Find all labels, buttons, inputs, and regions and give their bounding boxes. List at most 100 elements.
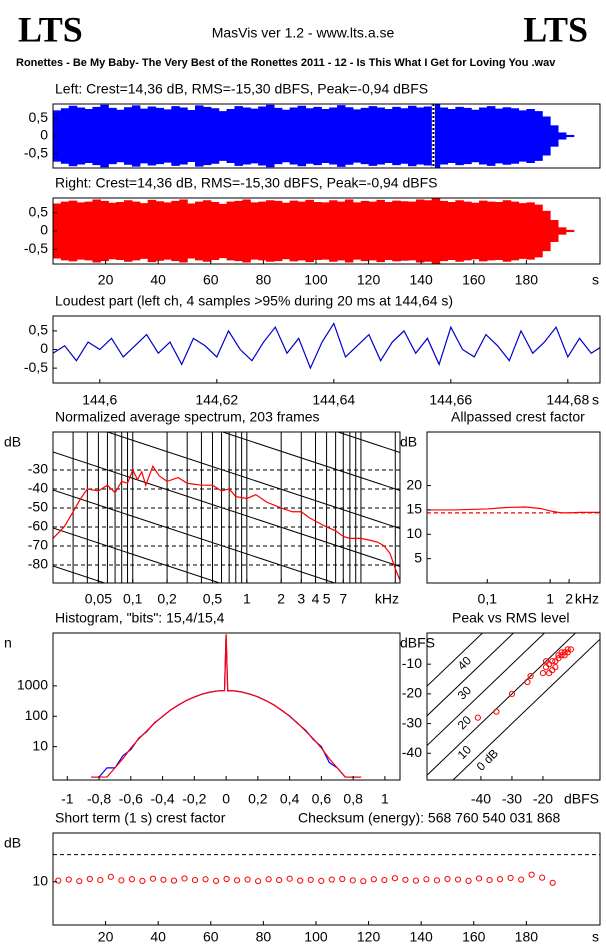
x-tick-label: 4 — [312, 591, 320, 607]
point — [549, 667, 556, 674]
point — [181, 875, 188, 882]
x-axis-unit: s — [592, 272, 599, 288]
point — [423, 876, 430, 883]
slope-line — [221, 432, 400, 491]
x-axis-unit: s — [592, 392, 599, 408]
x-tick-label: 0 — [222, 791, 230, 807]
annotation: Checksum (energy): 568 760 540 031 868 — [298, 810, 560, 826]
point — [170, 877, 178, 884]
point — [223, 875, 230, 883]
y-tick-label: 15 — [406, 501, 422, 517]
x-tick-label: -1 — [61, 791, 74, 807]
point — [527, 672, 534, 680]
point — [307, 876, 314, 883]
plot-frame — [52, 197, 601, 265]
crest-line-label: 0 dB — [474, 746, 501, 773]
y-tick-label: 1000 — [17, 677, 48, 693]
point — [539, 874, 546, 881]
plot-layer — [53, 198, 575, 264]
point — [391, 875, 398, 882]
x-tick-label: 1 — [546, 591, 554, 607]
x-tick-label: 144,62 — [195, 392, 238, 408]
point — [328, 876, 335, 883]
plot-layer — [53, 432, 400, 583]
y-tick-label: -30 — [28, 461, 48, 477]
slope-line — [53, 489, 337, 583]
logo-left: LTS — [18, 9, 83, 49]
x-tick-label: 20 — [98, 272, 114, 288]
point — [507, 874, 514, 882]
x-axis-unit: kHz — [375, 591, 399, 607]
x-tick-label: 120 — [357, 929, 381, 945]
x-tick-label: 144,64 — [312, 392, 355, 408]
point — [381, 876, 388, 884]
series-line — [91, 634, 362, 778]
point — [297, 877, 304, 884]
x-tick-label: 160 — [462, 929, 486, 945]
x-tick-label: -20 — [533, 791, 553, 807]
y-tick-label: 0,5 — [29, 109, 49, 125]
x-axis-unit: kHz — [575, 591, 599, 607]
point — [508, 690, 516, 697]
point — [542, 658, 550, 665]
x-tick-label: 0,8 — [343, 791, 363, 807]
x-tick-label: 1 — [243, 591, 251, 607]
point — [139, 877, 146, 884]
point — [202, 876, 209, 883]
point — [97, 876, 104, 884]
y-tick-label: -40 — [28, 480, 48, 496]
point — [212, 877, 220, 884]
x-tick-label: -0,4 — [151, 791, 175, 807]
point — [549, 879, 556, 886]
y-axis-label: dB — [4, 434, 21, 450]
x-tick-label: 60 — [203, 272, 219, 288]
series-line — [53, 322, 600, 370]
series-line — [53, 464, 400, 581]
point — [567, 646, 574, 653]
x-tick-label: 2 — [565, 591, 573, 607]
point — [542, 664, 550, 671]
point — [55, 877, 62, 884]
panel-title: Short term (1 s) crest factor — [55, 810, 226, 826]
crest-line — [427, 633, 484, 687]
x-axis-unit: s — [592, 929, 599, 945]
point — [496, 876, 504, 883]
x-tick-label: 3 — [297, 591, 305, 607]
x-tick-label: 180 — [515, 272, 539, 288]
point — [528, 871, 535, 878]
plot-layer — [53, 104, 575, 168]
x-tick-label: 40 — [150, 929, 166, 945]
point — [539, 669, 547, 677]
y-tick-label: -0,5 — [24, 359, 48, 375]
point — [546, 661, 553, 668]
point — [518, 876, 525, 883]
x-tick-label: -0,2 — [182, 791, 206, 807]
x-tick-label: 144,66 — [429, 392, 472, 408]
plot-frame — [52, 315, 601, 384]
y-tick-label: 0,5 — [29, 203, 49, 219]
x-tick-label: -40 — [471, 791, 491, 807]
point — [276, 876, 283, 884]
point — [552, 658, 559, 665]
x-tick-label: 144,6 — [82, 392, 117, 408]
point — [118, 877, 125, 884]
slope-line — [53, 451, 400, 567]
point — [65, 876, 72, 883]
plot-frame — [52, 103, 601, 169]
x-tick-label: 100 — [304, 929, 328, 945]
x-tick-label: 180 — [515, 929, 539, 945]
plot-layer — [53, 322, 600, 370]
point — [339, 875, 346, 883]
y-axis-label: dB — [400, 434, 417, 450]
point — [402, 876, 409, 883]
crest-line — [427, 633, 577, 776]
x-tick-label: 120 — [357, 272, 381, 288]
panel-title: Histogram, "bits": 15,4/15,4 — [55, 610, 225, 626]
y-axis-label: dB — [4, 835, 21, 851]
series-line — [91, 634, 362, 778]
y-tick-label: -70 — [28, 537, 48, 553]
y-tick-label: -80 — [28, 556, 48, 572]
x-tick-label: 144,68 — [546, 392, 589, 408]
x-tick-label: -30 — [502, 791, 522, 807]
